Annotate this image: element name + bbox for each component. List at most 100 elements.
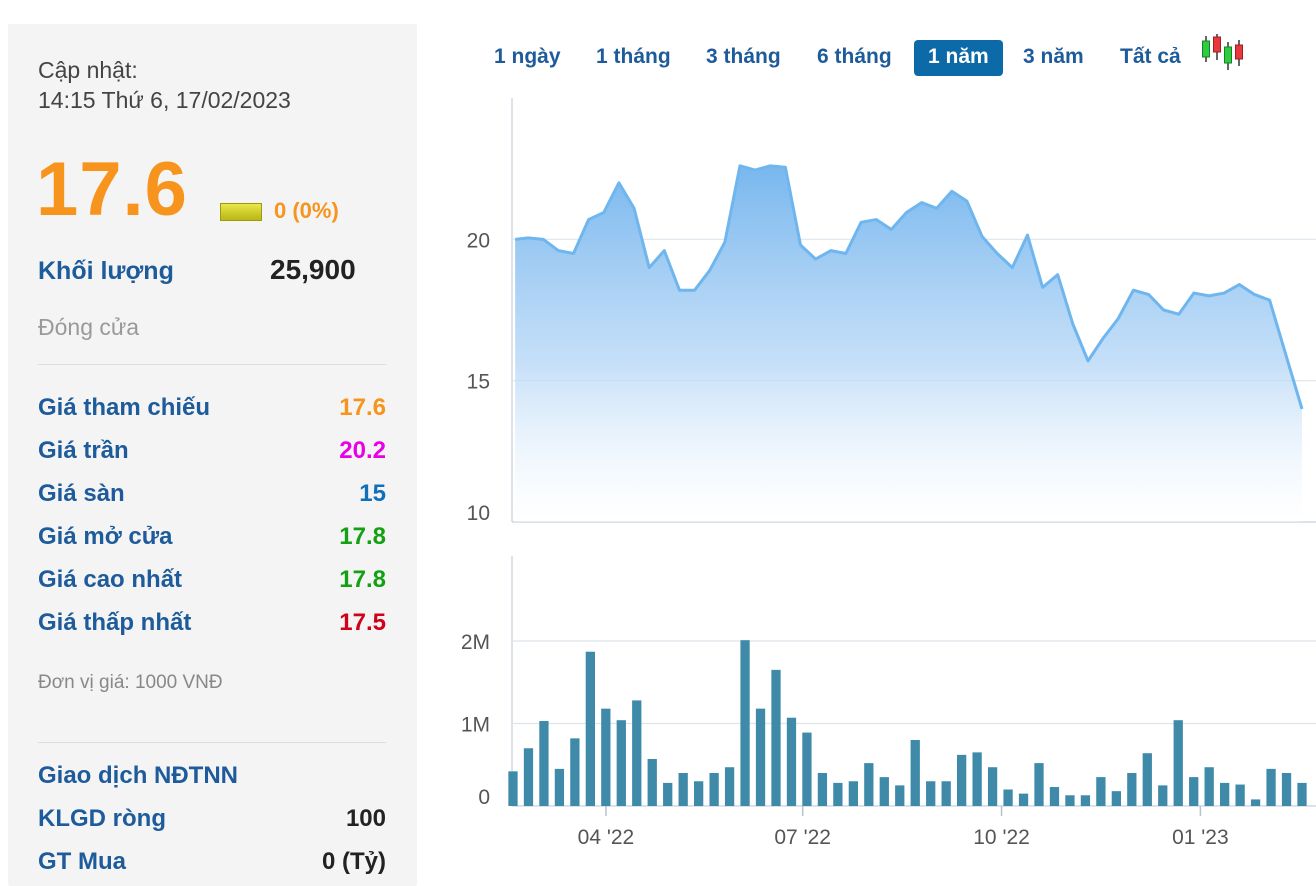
x-tick-label: 10 '22 [973,826,1030,849]
volume-bar [879,777,889,806]
volume-bar [724,767,735,806]
stat-value: 0 (Tỷ) [321,848,386,875]
volume-bar [1173,720,1183,806]
volume-bar [1142,753,1152,806]
volume-bar [539,721,549,806]
volume-y-tick-label: 0 [478,786,490,809]
volume-bar [1250,799,1261,806]
tab-3-years[interactable]: 3 năm [1023,45,1084,68]
volume-bar [1204,767,1214,806]
volume-bar [1235,784,1245,806]
stat-value: 17.8 [339,566,386,593]
volume-bar [601,708,611,806]
price-volume-chart: 10 15 20 0 1M 2M 04 '22 07 '22 10 '22 01 '23 [461,98,1316,849]
volume-y-tick-label: 1M [461,714,490,737]
volume-bar [694,781,704,806]
volume-value: 25,900 [270,254,356,285]
volume-bar [1018,793,1029,806]
volume-y-tick-label: 2M [461,631,490,654]
stat-label: Giá tham chiếu [38,394,211,421]
volume-bar [678,773,688,806]
price-series [514,164,1304,522]
volume-bar [1158,785,1168,806]
volume-bar [616,720,626,806]
volume-bar [957,754,967,806]
x-tick-label: 04 '22 [578,826,635,849]
volume-bar [740,640,750,806]
current-price: 17.6 [36,147,188,232]
volume-bar [1281,773,1292,806]
price-unit-note: Đơn vị giá: 1000 VNĐ [38,672,223,693]
tab-1-day[interactable]: 1 ngày [494,45,561,68]
stat-label: GT Mua [38,848,126,875]
stat-row-high: Giá cao nhất 17.8 [38,566,386,596]
volume-bar [709,773,719,806]
stat-value: 20.2 [339,437,386,464]
tab-1-month[interactable]: 1 tháng [596,45,671,68]
volume-bar [1080,795,1091,806]
unchanged-indicator-icon [220,203,262,221]
update-time: 14:15 Thứ 6, 17/02/2023 [38,87,291,113]
volume-bar [1111,791,1121,806]
tab-all[interactable]: Tất cả [1120,45,1181,68]
stat-row-low: Giá thấp nhất 17.5 [38,609,386,639]
volume-bar [1096,777,1106,806]
volume-bar [508,771,518,806]
volume-bar [755,708,766,806]
x-axis: 04 '22 07 '22 10 '22 01 '23 [578,806,1229,849]
market-status: Đóng cửa [38,314,140,340]
volume-bar [1189,777,1199,806]
tab-1-year[interactable]: 1 năm [914,40,1003,76]
volume-bar [1003,789,1013,806]
stat-label: Giá sàn [38,480,125,507]
stat-row-ceiling: Giá trần 20.2 [38,437,386,467]
volume-bar [1049,787,1060,806]
x-tick-label: 07 '22 [774,826,831,849]
foreign-net-volume-row: KLGD ròng 100 [38,805,386,835]
volume-bar [864,763,874,806]
foreign-trade-title: Giao dịch NĐTNN [38,762,386,792]
stat-label: Giá mở cửa [38,523,173,550]
stat-label: KLGD ròng [38,805,166,832]
price-y-tick-label: 20 [467,229,490,252]
volume-bar [972,752,982,806]
volume-bar [848,781,858,806]
stat-row-floor: Giá sàn 15 [38,480,386,510]
foreign-buy-value-row: GT Mua 0 (Tỷ) [38,848,386,878]
stat-value: 15 [359,480,386,507]
stat-label: Giá trần [38,437,129,464]
tab-6-months[interactable]: 6 tháng [817,45,892,68]
volume-bar [1034,763,1044,806]
volume-bar [1297,782,1307,806]
volume-bar [895,785,905,806]
volume-bar [910,740,920,806]
volume-bar [833,782,843,806]
volume-bars [508,640,1307,806]
foreign-trade-title-text: Giao dịch NĐTNN [38,762,239,789]
volume-bar [926,781,936,806]
update-label: Cập nhật: [38,57,138,83]
candlestick-icon[interactable] [1200,34,1246,72]
divider [38,742,386,743]
volume-bar [523,748,534,806]
volume-bar [771,669,781,806]
stat-row-reference: Giá tham chiếu 17.6 [38,394,386,424]
price-line [514,164,1304,410]
price-y-tick-label: 10 [467,502,490,525]
stat-value: 17.6 [339,394,386,421]
stat-label: Giá cao nhất [38,566,183,593]
volume-bar [570,738,580,806]
volume-bar [941,781,951,806]
volume-bar [585,651,595,806]
volume-bar [554,768,565,806]
tab-3-months[interactable]: 3 tháng [706,45,781,68]
volume-bar [632,700,642,806]
volume-bar [987,767,998,806]
volume-bar [1266,768,1276,806]
price-change: 0 (0%) [274,198,339,223]
volume-bar [1220,782,1230,806]
price-area-fill [515,165,1302,522]
divider [38,364,386,365]
stat-label: Giá thấp nhất [38,609,192,636]
volume-bar [647,758,657,806]
